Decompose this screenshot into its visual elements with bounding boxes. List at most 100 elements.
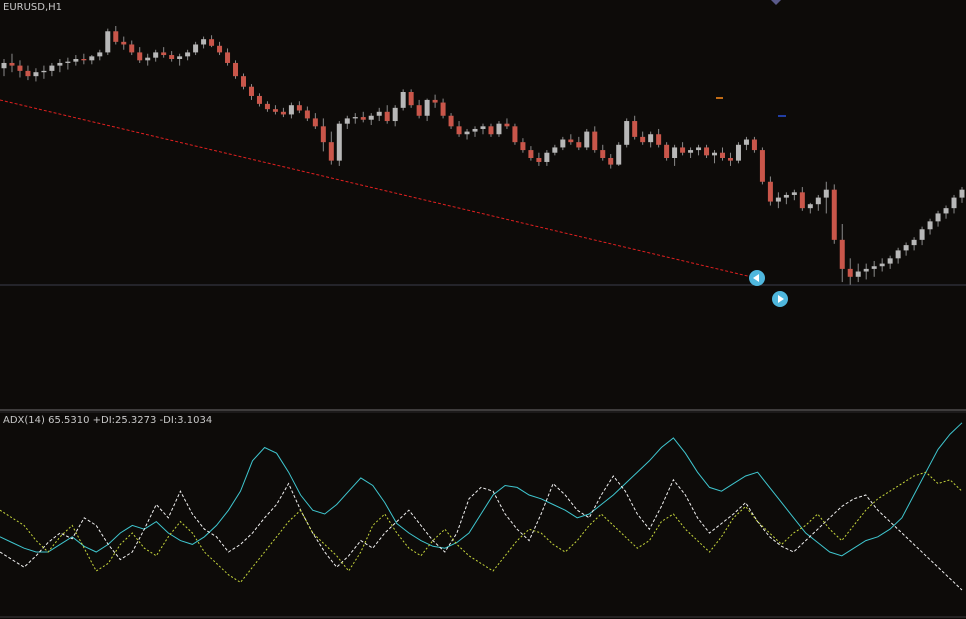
candle-body bbox=[799, 192, 805, 209]
candle-body bbox=[592, 131, 598, 151]
candle-body bbox=[704, 147, 710, 156]
candle-body bbox=[33, 72, 39, 77]
candle-body bbox=[129, 44, 135, 53]
plus-di-line bbox=[0, 475, 963, 591]
candle-body bbox=[480, 126, 486, 129]
candle-body bbox=[951, 197, 957, 209]
candle-body bbox=[217, 45, 223, 53]
candle-body bbox=[735, 144, 741, 161]
candle-body bbox=[105, 31, 111, 53]
candle-body bbox=[352, 117, 358, 119]
candle-body bbox=[97, 52, 103, 57]
candle-body bbox=[568, 139, 574, 143]
candle-body bbox=[209, 39, 215, 46]
candle-body bbox=[887, 258, 893, 264]
candle-body bbox=[280, 111, 286, 115]
candle-body bbox=[496, 123, 502, 135]
candle-body bbox=[775, 197, 781, 202]
candle-body bbox=[440, 102, 446, 116]
candle-series bbox=[1, 26, 965, 285]
candle-body bbox=[911, 239, 917, 246]
candle-body bbox=[791, 192, 797, 195]
candle-body bbox=[384, 111, 390, 122]
candle-body bbox=[241, 76, 246, 87]
candle-body bbox=[89, 56, 95, 61]
candle-body bbox=[616, 144, 622, 165]
candle-body bbox=[65, 61, 71, 63]
candle-body bbox=[304, 110, 310, 119]
candle-body bbox=[57, 62, 63, 66]
candle-body bbox=[608, 158, 614, 165]
candle-body bbox=[169, 55, 175, 59]
indicator-label: ADX(14) 65.5310 +DI:25.3273 -DI:3.1034 bbox=[3, 415, 213, 426]
candle-body bbox=[368, 115, 374, 120]
candle-body bbox=[121, 41, 127, 45]
candle-body bbox=[600, 150, 606, 158]
candle-body bbox=[416, 105, 422, 116]
candle-body bbox=[815, 197, 821, 205]
candle-body bbox=[640, 136, 646, 143]
candle-body bbox=[272, 109, 278, 112]
candle-body bbox=[145, 57, 151, 61]
candle-body bbox=[456, 126, 462, 135]
candle-body bbox=[831, 189, 837, 240]
candle-body bbox=[656, 134, 662, 145]
candle-body bbox=[376, 111, 382, 116]
candle-body bbox=[296, 105, 302, 111]
candle-body bbox=[432, 99, 438, 103]
candle-body bbox=[193, 44, 199, 53]
candle-body bbox=[552, 147, 558, 153]
symbol-label: EURUSD,H1 bbox=[3, 2, 63, 13]
candle-body bbox=[41, 70, 47, 73]
candle-body bbox=[664, 144, 670, 158]
candle-body bbox=[177, 56, 183, 59]
candle-body bbox=[751, 139, 757, 151]
trendline[interactable] bbox=[0, 99, 757, 279]
candle-body bbox=[488, 126, 494, 135]
candle-body bbox=[624, 121, 630, 145]
candle-body bbox=[584, 131, 590, 148]
candle-body bbox=[935, 213, 941, 222]
candle-body bbox=[648, 134, 654, 143]
candle-body bbox=[288, 105, 294, 115]
candle-body bbox=[344, 118, 350, 124]
candle-body bbox=[712, 152, 718, 156]
minus-di-line bbox=[0, 471, 963, 584]
candle-body bbox=[688, 150, 694, 153]
candle-body bbox=[320, 126, 326, 143]
candle-body bbox=[879, 263, 885, 267]
candle-body bbox=[256, 95, 262, 104]
candle-body bbox=[759, 150, 765, 182]
candle-body bbox=[847, 268, 853, 277]
candle-body bbox=[185, 52, 191, 57]
candle-body bbox=[201, 39, 207, 45]
top-triangle-icon[interactable] bbox=[771, 0, 781, 5]
candle-body bbox=[9, 62, 15, 66]
left-arrow-marker-icon[interactable] bbox=[749, 270, 765, 286]
candle-body bbox=[312, 118, 318, 127]
candle-body bbox=[424, 99, 430, 116]
candle-body bbox=[464, 131, 470, 135]
candle-body bbox=[504, 123, 510, 127]
candle-body bbox=[727, 158, 733, 161]
candle-body bbox=[472, 128, 478, 132]
candle-body bbox=[137, 52, 143, 61]
candle-body bbox=[161, 52, 167, 56]
candle-body bbox=[895, 250, 901, 259]
candle-body bbox=[863, 268, 869, 272]
candle-body bbox=[400, 92, 406, 108]
candle-body bbox=[680, 147, 686, 153]
candle-body bbox=[520, 142, 526, 151]
candle-body bbox=[903, 245, 909, 251]
candle-body bbox=[807, 204, 813, 209]
candle-body bbox=[544, 152, 550, 162]
candle-body bbox=[225, 52, 231, 63]
candle-body bbox=[248, 86, 254, 96]
candle-body bbox=[839, 239, 845, 269]
candle-body bbox=[927, 221, 933, 230]
right-arrow-marker-icon[interactable] bbox=[772, 291, 788, 307]
candle-body bbox=[823, 189, 829, 198]
candle-body bbox=[512, 126, 518, 143]
candle-body bbox=[25, 70, 31, 77]
